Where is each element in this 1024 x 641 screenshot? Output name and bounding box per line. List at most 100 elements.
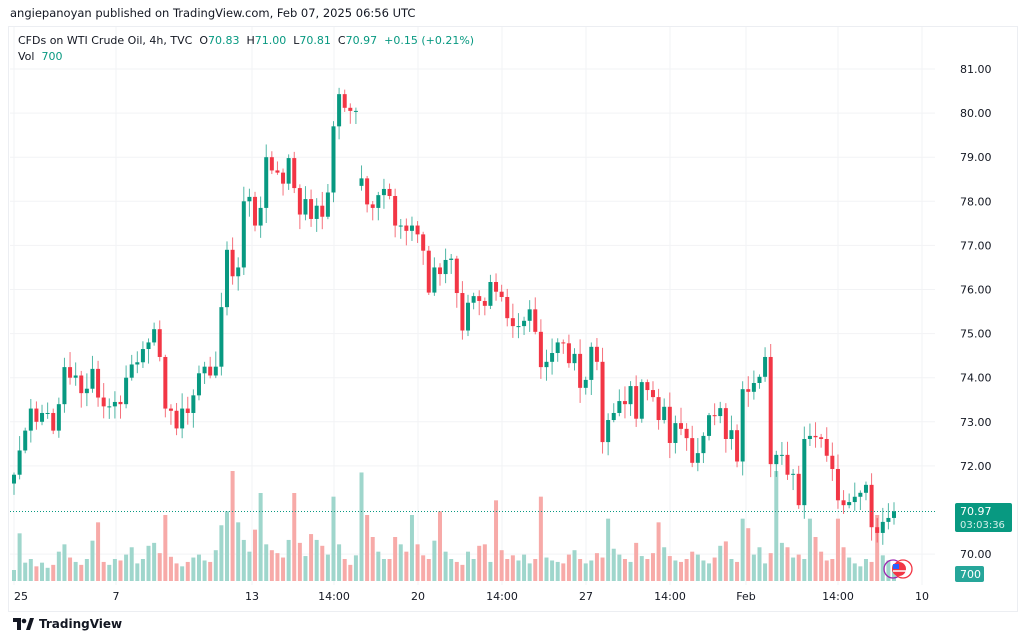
candle-body [79,375,84,394]
candle-body [600,361,605,443]
close-value: 70.97 [345,34,378,47]
symbol-title[interactable]: CFDs on WTI Crude Oil, 4h, TVC [18,34,193,47]
volume-bar [185,561,190,581]
candle-body [107,406,112,408]
volume-bar [168,556,173,581]
candle-body [342,94,347,108]
candle [751,370,756,400]
candle-body [140,349,145,363]
candle [68,352,73,385]
candle [880,507,885,545]
volume-bar [359,472,364,581]
volume-bar [236,522,241,581]
candle-body [740,389,745,462]
candle [264,144,269,224]
candle-body [185,408,190,413]
volume-bar [241,539,246,581]
candle [690,425,695,468]
volume-bar [757,547,762,581]
candle-body [622,401,627,405]
volume-bar [353,555,358,581]
candle [286,154,291,190]
candle-body [387,188,392,197]
volume-bar [196,554,201,581]
candle [168,404,173,425]
candle [241,186,246,275]
volume-bar [224,511,229,581]
events-flag-icon[interactable] [883,559,913,579]
volume-bar [807,518,812,581]
candle-body [376,195,381,208]
low-label: L [293,34,300,47]
candle [247,188,252,217]
candle [477,290,482,316]
candle [858,490,863,511]
candle [258,196,263,238]
candle-body [494,282,499,292]
candle [791,469,796,491]
candle-body [56,404,61,431]
candle-body [17,450,22,475]
candle-body [471,296,476,303]
candle [297,184,302,230]
candle [56,397,61,438]
volume-bar [112,559,117,581]
candle-body [477,296,482,301]
volume-bar [365,515,370,581]
candle-body [320,205,325,217]
price-tick-label: 76.00 [960,284,992,297]
candle-body [550,353,555,362]
candle-body [768,356,773,465]
candle-body [779,454,784,456]
candle-body [45,412,50,414]
volume-bar [791,557,796,581]
candle [555,338,560,362]
volume-bar [381,559,386,581]
candle [735,424,740,468]
candle-body [224,249,229,308]
volume-bar [488,561,493,581]
volume-bar [718,545,723,581]
candle-body [835,468,840,501]
candle [342,89,347,112]
candle-body [880,521,885,533]
candle-body [90,368,95,389]
candle-body [869,484,874,528]
price-tick-label: 79.00 [960,151,992,164]
volume-bar [253,529,258,581]
candle-body [656,397,661,421]
candle [275,161,280,175]
candle [292,151,297,194]
volume-bar [779,542,784,581]
candle-body [729,430,734,439]
volume-bar [370,537,375,581]
volume-bar [202,560,207,581]
candle [213,351,218,379]
candle [594,338,599,371]
volume-bar [650,553,655,581]
volume-bar [869,561,874,581]
tradingview-logo-icon [13,618,34,630]
last-price-value: 70.97 [960,505,992,518]
candle-body [746,389,751,392]
tradingview-footer[interactable]: TradingView [12,617,122,631]
volume-bar [645,559,650,581]
candle-body [370,204,375,208]
candle [51,408,56,435]
candle-body [807,435,812,439]
candle-body [555,342,560,354]
candle-body [286,158,291,184]
candle-body [281,172,286,184]
candle [527,300,532,332]
volume-bar [124,554,129,581]
time-tick-label: 7 [113,590,120,603]
candle-body [527,309,532,321]
candle-body [802,438,807,506]
volume-bar [802,559,807,581]
candle [381,178,386,209]
volume-bar [494,500,499,581]
volume-bar [393,537,398,581]
candle-body [667,406,672,443]
candle-body [62,367,67,405]
